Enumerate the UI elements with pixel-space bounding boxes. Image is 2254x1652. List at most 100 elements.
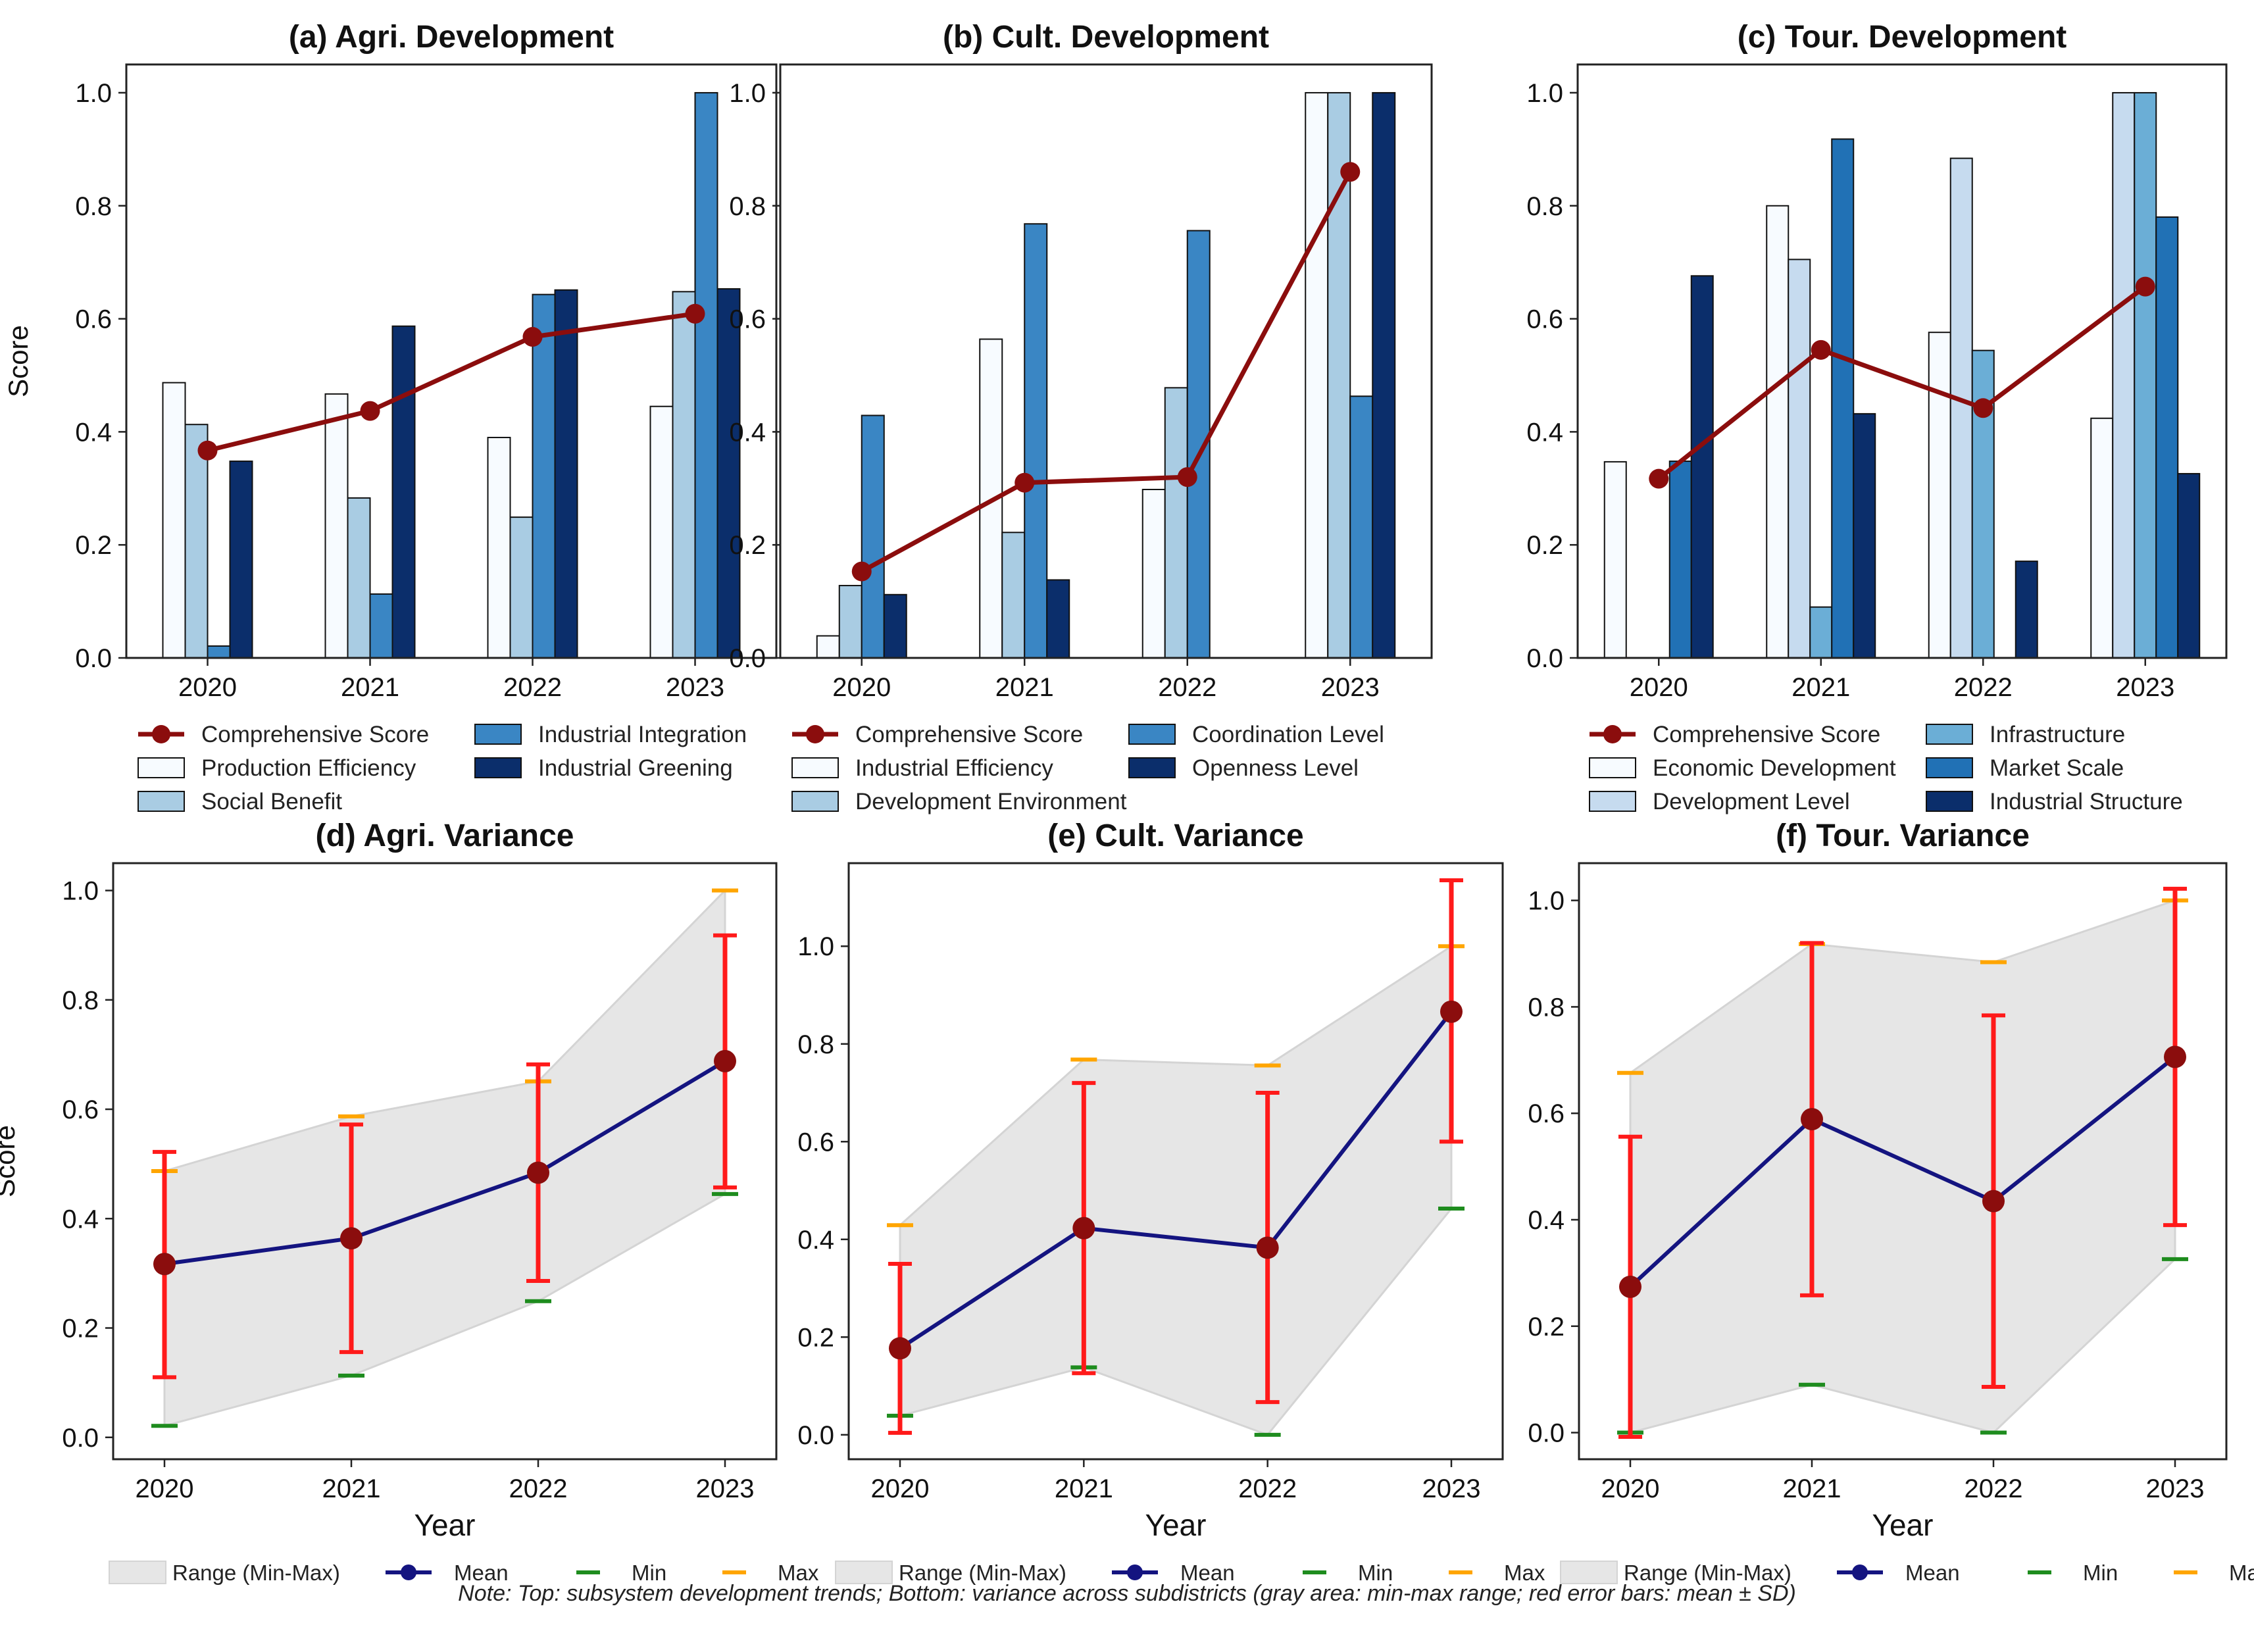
y-axis-label: Score bbox=[0, 1125, 20, 1197]
legend-label-max: Max bbox=[2229, 1561, 2254, 1585]
mean-line bbox=[164, 1059, 726, 1266]
legend-range-swatch bbox=[109, 1561, 166, 1584]
legend-label-comprehensive-score: Comprehensive Score bbox=[855, 722, 1083, 747]
chart-title: (f) Tour. Variance bbox=[1776, 818, 2030, 853]
bar-industrial-integration-2021 bbox=[369, 593, 393, 659]
bar-market-scale-2021 bbox=[1831, 138, 1855, 659]
x-tick-label: 2021 bbox=[1791, 673, 1850, 702]
y-tick-label: 0.4 bbox=[797, 1226, 834, 1255]
bar-openness-level-2020 bbox=[883, 593, 907, 659]
comprehensive-score-line bbox=[207, 311, 695, 453]
y-tick-label: 1.0 bbox=[1526, 79, 1563, 108]
legend-label-comprehensive-score: Comprehensive Score bbox=[201, 722, 429, 747]
mean-point-2023 bbox=[714, 1049, 736, 1072]
x-tick-label: 2021 bbox=[322, 1474, 381, 1503]
comprehensive-score-point-2023 bbox=[2135, 276, 2155, 297]
legend-label-development-environment: Development Environment bbox=[855, 789, 1127, 814]
legend-marker-swatch bbox=[806, 725, 824, 743]
mean-point-2023 bbox=[1440, 1000, 1463, 1023]
y-tick-label: 0.0 bbox=[797, 1421, 834, 1450]
bar-market-scale-2020 bbox=[1668, 461, 1692, 659]
plot-frame bbox=[112, 862, 778, 1461]
y-tick-label: 0.0 bbox=[1528, 1419, 1565, 1448]
variance-chart-f-tour-variance: (f) Tour. Variance 0.0 0.2 0.4 0.6 0.8 1.0 2020… bbox=[1528, 818, 2254, 1585]
legend-patch-swatch bbox=[1589, 757, 1636, 778]
mean-point-2022 bbox=[1256, 1236, 1279, 1259]
y-tick-label: 0.0 bbox=[75, 644, 112, 673]
comprehensive-score-point-2023 bbox=[685, 303, 705, 324]
mean-line bbox=[899, 1010, 1453, 1350]
y-tick-label: 0.2 bbox=[1528, 1313, 1565, 1341]
legend-patch-swatch bbox=[1926, 724, 1973, 745]
bar-development-level-2021 bbox=[1788, 259, 1811, 659]
x-tick-label: 2023 bbox=[1422, 1474, 1481, 1503]
mean-line bbox=[1628, 1055, 2176, 1289]
legend-mean-marker bbox=[1852, 1564, 1868, 1580]
legend-patch-swatch bbox=[1128, 757, 1176, 778]
x-axis-label: Year bbox=[1145, 1508, 1207, 1542]
y-tick-label: 0.6 bbox=[75, 305, 112, 334]
mean-point-2022 bbox=[527, 1161, 549, 1184]
y-tick-label: 1.0 bbox=[729, 79, 766, 108]
bar-industrial-efficiency-2022 bbox=[1141, 489, 1166, 659]
bar-industrial-integration-2022 bbox=[532, 293, 556, 659]
bar-economic-development-2021 bbox=[1766, 205, 1790, 659]
x-axis-label: Year bbox=[414, 1508, 476, 1542]
bar-industrial-greening-2023 bbox=[716, 288, 741, 659]
legend-label-min: Min bbox=[632, 1561, 666, 1585]
y-tick-label: 0.8 bbox=[1528, 993, 1565, 1022]
legend-marker-swatch bbox=[1603, 725, 1622, 743]
legend-marker-swatch bbox=[152, 725, 170, 743]
chart-title: (b) Cult. Development bbox=[943, 20, 1269, 55]
legend-patch-swatch bbox=[138, 791, 185, 812]
y-tick-label: 0.0 bbox=[62, 1424, 99, 1453]
mean-point-2023 bbox=[2164, 1045, 2186, 1068]
legend-label-industrial-structure: Industrial Structure bbox=[1990, 789, 2183, 814]
legend-label-max: Max bbox=[1504, 1561, 1545, 1585]
legend-d-agri-variance: Range (Min-Max) Mean Min Max bbox=[109, 1561, 819, 1585]
legend-label-industrial-integration: Industrial Integration bbox=[538, 722, 747, 747]
bar-industrial-integration-2023 bbox=[694, 91, 718, 659]
bar-development-environment-2021 bbox=[1001, 532, 1026, 659]
mean-point-2021 bbox=[340, 1227, 363, 1250]
bar-industrial-greening-2021 bbox=[391, 325, 416, 659]
bar-industrial-structure-2021 bbox=[1853, 413, 1876, 659]
x-tick-label: 2020 bbox=[832, 673, 891, 702]
comprehensive-score-point-2022 bbox=[1973, 398, 1993, 418]
plot-frame bbox=[1578, 862, 2228, 1461]
x-tick-label: 2020 bbox=[1601, 1474, 1660, 1503]
bar-development-level-2023 bbox=[2112, 91, 2136, 659]
y-tick-label: 0.6 bbox=[62, 1095, 99, 1124]
bar-chart-a-agri-development: (a) Agri. Development 0.0 0.2 0.4 0.6 0.8 1.0 S… bbox=[3, 20, 778, 814]
legend-patch-swatch bbox=[474, 724, 522, 745]
y-tick-label: 0.2 bbox=[62, 1314, 99, 1343]
legend-label-industrial-efficiency: Industrial Efficiency bbox=[855, 755, 1053, 781]
y-tick-label: 0.4 bbox=[1526, 418, 1563, 447]
bar-infrastructure-2021 bbox=[1809, 606, 1833, 659]
y-tick-label: 1.0 bbox=[1528, 887, 1565, 916]
legend-label-openness-level: Openness Level bbox=[1192, 755, 1359, 781]
bar-openness-level-2021 bbox=[1046, 579, 1070, 659]
legend-label-development-level: Development Level bbox=[1653, 789, 1850, 814]
bar-development-environment-2023 bbox=[1327, 91, 1351, 659]
bar-industrial-structure-2022 bbox=[2015, 561, 2038, 659]
y-tick-label: 0.8 bbox=[75, 192, 112, 221]
legend-b-cult-development: Comprehensive Score Industrial Efficiency… bbox=[791, 722, 1384, 814]
legend-patch-swatch bbox=[138, 757, 185, 778]
bar-industrial-structure-2023 bbox=[2177, 472, 2201, 659]
y-tick-label: 0.0 bbox=[729, 644, 766, 673]
mean-point-2021 bbox=[1801, 1108, 1823, 1131]
chart-title: (a) Agri. Development bbox=[289, 20, 614, 55]
x-tick-label: 2023 bbox=[666, 673, 724, 702]
bar-economic-development-2020 bbox=[1603, 461, 1627, 659]
bar-chart-c-tour-development: (c) Tour. Development 0.0 0.2 0.4 0.6 0.8 1.0 2… bbox=[1526, 20, 2228, 814]
comprehensive-score-point-2021 bbox=[360, 401, 380, 421]
legend-f-tour-variance: Range (Min-Max) Mean Min Max bbox=[1560, 1561, 2254, 1585]
bar-industrial-structure-2020 bbox=[1690, 275, 1714, 659]
plot-frame bbox=[847, 862, 1504, 1461]
variance-chart-d-agri-variance: (d) Agri. Variance 0.0 0.2 0.4 0.6 0.8 1.0 Scor… bbox=[0, 818, 819, 1585]
y-tick-label: 1.0 bbox=[62, 877, 99, 906]
legend-label-market-scale: Market Scale bbox=[1990, 755, 2124, 781]
plot-frame bbox=[125, 63, 778, 659]
bar-infrastructure-2022 bbox=[1971, 349, 1995, 659]
